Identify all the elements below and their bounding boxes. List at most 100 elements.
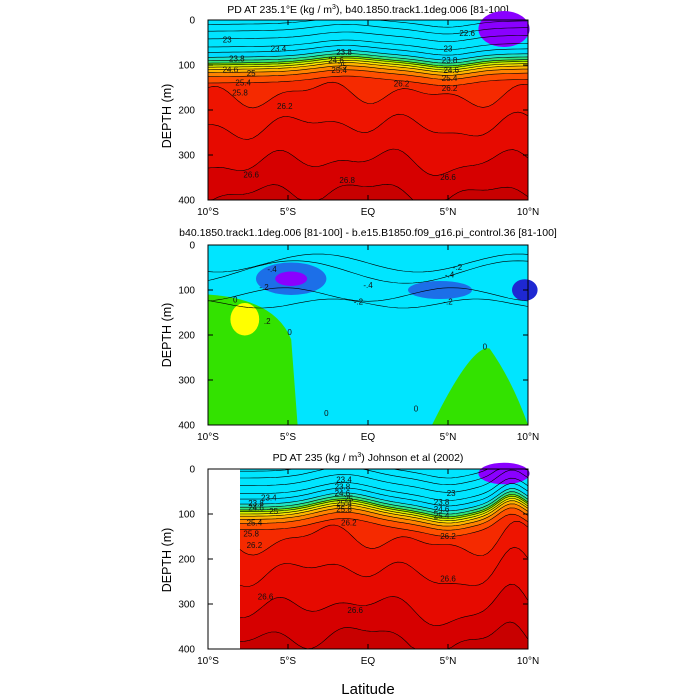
density-band-9 (208, 58, 528, 70)
density-isoline (240, 498, 529, 522)
density-isoline (207, 69, 529, 80)
contour-label: 26.2 (341, 518, 357, 527)
density-band-8 (208, 56, 528, 68)
contour-label: 25 (344, 494, 353, 503)
density-band-8 (240, 494, 528, 519)
x-tick-label: 5°S (280, 656, 297, 667)
contour-label: 25.4 (434, 512, 450, 521)
contour-label: .2 (264, 317, 271, 326)
density-isoline (207, 81, 529, 109)
y-tick-label: 0 (189, 16, 195, 27)
panel-2-axes: 10°S 5°S EQ 5°N 10°N 0 100 200 300 400 (178, 241, 539, 444)
contour-label: 23.8 (229, 54, 245, 63)
density-isoline (239, 621, 529, 650)
contour-label: 26.2 (277, 102, 293, 111)
x-tick-label: 10°N (517, 432, 539, 443)
contour-label: 22.6 (459, 29, 475, 38)
density-isoline (207, 57, 529, 69)
panel-2-contour-labels: -.4-.20.20-.4-.2-.2-.4-.200 0 (233, 263, 488, 418)
contour-label: 26.6 (440, 173, 456, 182)
contour-label: 26.2 (247, 541, 263, 550)
density-isoline (240, 491, 529, 515)
density-isoline (208, 60, 528, 71)
contour-label: 24.6 (443, 66, 459, 75)
density-band-10 (208, 60, 528, 73)
density-band-surface (240, 469, 528, 506)
density-isoline (207, 31, 529, 42)
density-isoline (207, 45, 529, 56)
contour-label: 0 (414, 405, 419, 414)
contour-label: 23 (444, 45, 453, 54)
panel-1-contour-lines (207, 19, 529, 201)
y-tick-label: 100 (178, 510, 195, 521)
density-isoline (240, 468, 529, 486)
density-isoline (207, 62, 529, 73)
density-band-15 (208, 82, 528, 140)
panel-3-contour-lines (239, 468, 529, 650)
contour-label: 23.8 (248, 499, 264, 508)
y-tick-label: 100 (178, 61, 195, 72)
diff-negative-min-1 (275, 271, 308, 286)
x-tick-label: 10°S (197, 656, 219, 667)
density-isoline (208, 65, 528, 76)
y-tick-label: 0 (189, 241, 195, 252)
contour-label: 26.6 (258, 593, 274, 602)
density-band-10 (240, 498, 528, 523)
panel-2-contour-fill (208, 245, 538, 425)
density-isoline (207, 148, 529, 176)
diff-isoline (207, 253, 529, 273)
contour-label: 23 (447, 489, 456, 498)
density-band-12 (240, 503, 528, 531)
density-band-9 (240, 496, 528, 521)
density-band-17 (208, 149, 528, 200)
y-tick-label: 400 (178, 645, 195, 656)
panel-3-axes: 10°S 5°S EQ 5°N 10°N 0 100 200 300 400 (178, 465, 539, 668)
contour-label: 25 (269, 507, 278, 516)
contour-label: 25 (247, 69, 256, 78)
panel-1-ylabel: DEPTH (m) (160, 84, 174, 149)
diff-isoline (207, 260, 529, 284)
density-minimum-patch (478, 11, 530, 47)
density-band-14 (208, 76, 528, 108)
x-tick-label: 10°S (197, 207, 219, 218)
density-isoline (207, 56, 529, 67)
y-tick-label: 200 (178, 106, 195, 117)
contour-label: 26.2 (394, 80, 410, 89)
density-isoline (240, 483, 529, 507)
contour-label: -.2 (354, 297, 364, 306)
contour-label: 25 (338, 62, 347, 71)
density-band-16 (208, 112, 528, 176)
density-band-13 (240, 507, 528, 537)
x-tick-label: 5°N (440, 432, 457, 443)
contour-label: 24.6 (248, 503, 264, 512)
y-tick-label: 200 (178, 331, 195, 342)
panel-2-ylabel: DEPTH (m) (160, 303, 174, 368)
density-isoline (207, 75, 529, 87)
x-tick-label: EQ (361, 432, 376, 443)
contour-label: -.2 (259, 283, 269, 292)
panel-1-axes: 10°S 5°S EQ 5°N 10°N 0 100 200 300 400 (178, 16, 539, 219)
diff-positive-region-north (432, 348, 528, 425)
contour-label: -.4 (267, 265, 277, 274)
density-isoline (240, 488, 529, 512)
density-isoline (240, 503, 529, 527)
contour-label: 25.4 (331, 66, 347, 75)
contour-label: 23.4 (261, 494, 277, 503)
x-tick-label: EQ (361, 656, 376, 667)
contour-label: -.2 (453, 263, 463, 272)
contour-label: 25.4 (247, 518, 263, 527)
x-tick-label: 10°N (517, 656, 539, 667)
density-isoline (240, 494, 529, 518)
y-tick-label: 300 (178, 376, 195, 387)
contour-label: 24.6 (335, 489, 351, 498)
density-band-15 (240, 521, 528, 587)
contour-label: 23 (223, 36, 232, 45)
density-band-18 (240, 621, 528, 649)
panel-3-contour-labels: 23.423.824.6 2525.425.826.223.423.824.625… (243, 476, 456, 616)
y-tick-label: 300 (178, 600, 195, 611)
y-tick-label: 0 (189, 465, 195, 476)
contour-label: 24.6 (328, 56, 344, 65)
contour-label: 0 (483, 342, 488, 351)
density-isoline (207, 111, 529, 140)
